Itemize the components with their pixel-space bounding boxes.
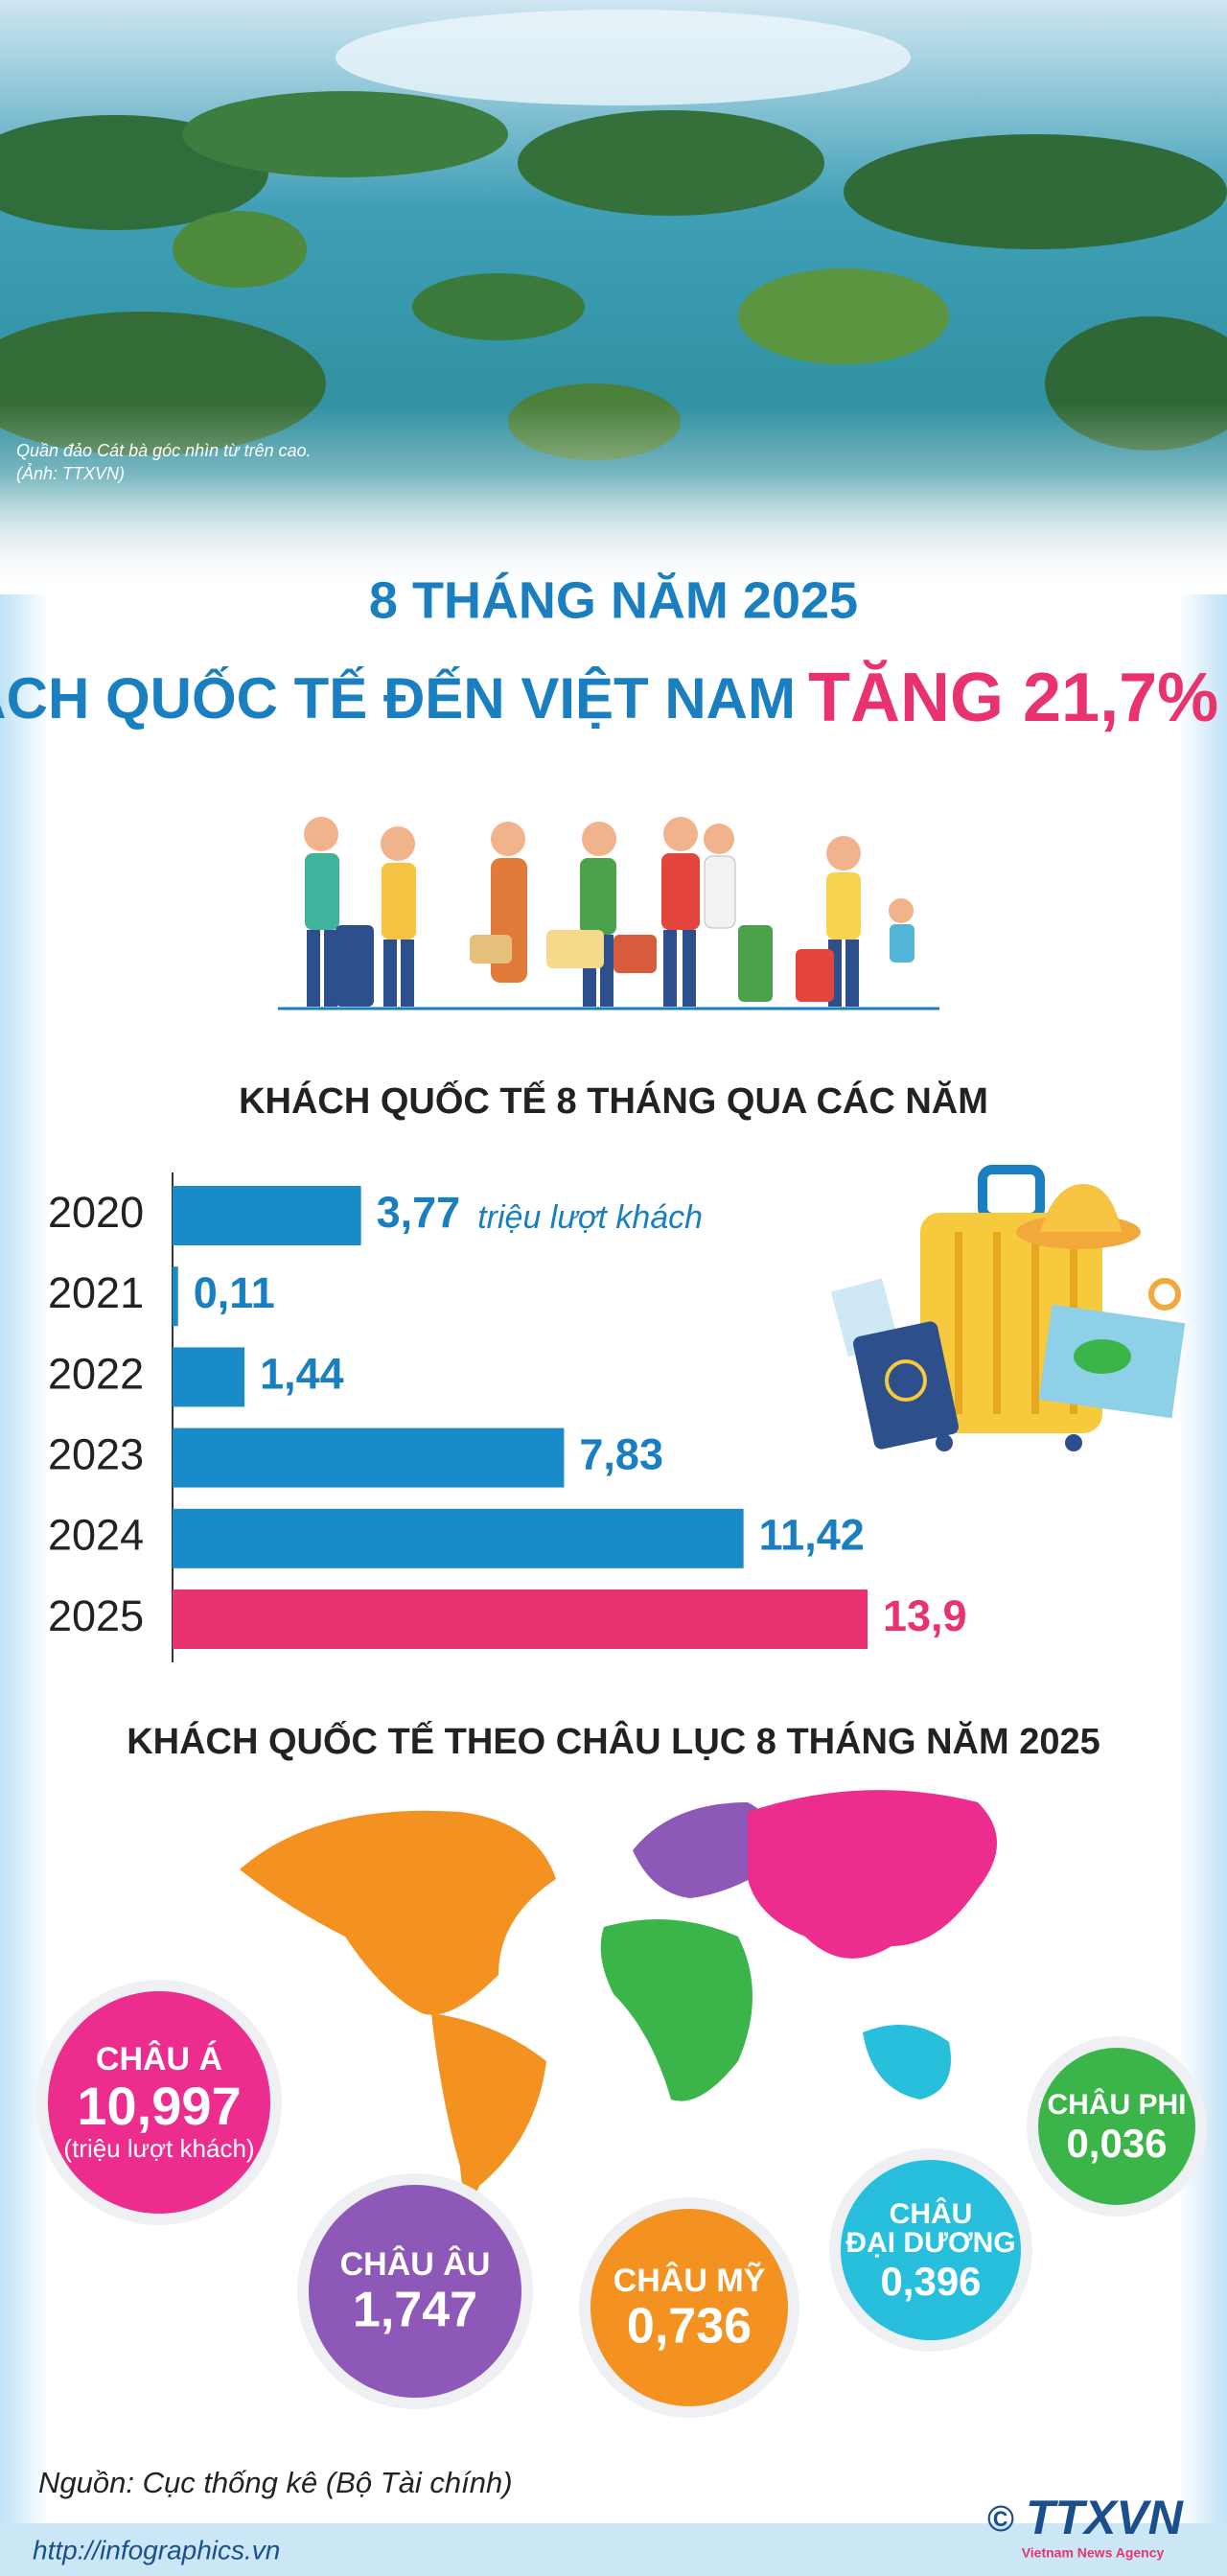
bubble bbox=[309, 2185, 521, 2398]
photo bbox=[0, 0, 1227, 594]
value-label: 11,42 bbox=[759, 1511, 865, 1560]
travellers-illustration bbox=[278, 817, 939, 1010]
title-line: 8 THÁNG NĂM 2025 bbox=[369, 571, 858, 629]
value-label: 1,44 bbox=[260, 1349, 344, 1398]
logo-tagline: Vietnam News Agency bbox=[1022, 2545, 1165, 2561]
continent-name: CHÂU PHI bbox=[1047, 2088, 1186, 2121]
value-label: 0,11 bbox=[194, 1268, 275, 1317]
continent-value: 0,736 bbox=[627, 2299, 752, 2355]
continent-name: CHÂU MỸ bbox=[614, 2263, 766, 2299]
bar bbox=[173, 1508, 744, 1568]
bar bbox=[173, 1590, 868, 1649]
continent-name: CHÂU bbox=[890, 2197, 973, 2230]
logo: TTXVN bbox=[1026, 2491, 1184, 2544]
bar bbox=[173, 1266, 178, 1327]
world-map bbox=[240, 1790, 997, 2201]
continent-value: 0,396 bbox=[880, 2259, 981, 2304]
continent-bubble: CHÂU Á10,997(triệu lượt khách) bbox=[36, 1980, 282, 2225]
continent-name: CHÂU Á bbox=[96, 2041, 222, 2077]
continent-value: 1,747 bbox=[353, 2283, 477, 2338]
continent-name: ĐẠI DƯƠNG bbox=[845, 2227, 1015, 2259]
photo-caption: Quần đảo Cát bà góc nhìn từ trên cao. bbox=[16, 441, 312, 460]
title-line: KHÁCH QUỐC TẾ ĐẾN VIỆT NAM bbox=[0, 666, 796, 731]
category-label: 2021 bbox=[48, 1268, 144, 1317]
value-unit: triệu lượt khách bbox=[477, 1199, 703, 1236]
photo-caption: (Ảnh: TTXVN) bbox=[16, 463, 125, 483]
category-label: 2025 bbox=[48, 1591, 144, 1640]
bubble bbox=[48, 1991, 270, 2214]
suitcase-illustration bbox=[830, 1165, 1186, 1451]
category-label: 2022 bbox=[48, 1349, 144, 1398]
continent-name: CHÂU ÂU bbox=[340, 2246, 491, 2283]
value-label: 13,9 bbox=[883, 1591, 967, 1640]
continent-bubble: CHÂU ÂU1,747 bbox=[297, 2173, 533, 2409]
bar bbox=[173, 1347, 245, 1407]
continent-note: (triệu lượt khách) bbox=[63, 2134, 254, 2163]
value-label: 3,77 bbox=[377, 1188, 461, 1237]
continent-value: 10,997 bbox=[77, 2076, 241, 2136]
category-label: 2023 bbox=[48, 1429, 144, 1478]
section-title: KHÁCH QUỐC TẾ 8 THÁNG QUA CÁC NĂM bbox=[239, 1079, 988, 1122]
url[interactable]: http://infographics.vn bbox=[33, 2535, 280, 2564]
continent-value: 0,036 bbox=[1066, 2121, 1167, 2166]
source: Nguồn: Cục thống kê (Bộ Tài chính) bbox=[38, 2466, 513, 2499]
bubble bbox=[1038, 2048, 1195, 2205]
logo-symbol: © bbox=[987, 2499, 1014, 2540]
value-label: 7,83 bbox=[579, 1429, 663, 1478]
section-title: KHÁCH QUỐC TẾ THEO CHÂU LỤC 8 THÁNG NĂM … bbox=[127, 1719, 1100, 1762]
category-label: 2024 bbox=[48, 1511, 144, 1560]
category-label: 2020 bbox=[48, 1188, 144, 1237]
continent-bubble: CHÂU MỸ0,736 bbox=[579, 2197, 799, 2418]
bubble bbox=[590, 2209, 788, 2406]
footer-band bbox=[0, 2523, 1227, 2576]
bar bbox=[173, 1186, 361, 1245]
bubble bbox=[841, 2160, 1021, 2340]
bar bbox=[173, 1427, 565, 1488]
title-highlight: TĂNG 21,7% bbox=[808, 660, 1218, 736]
